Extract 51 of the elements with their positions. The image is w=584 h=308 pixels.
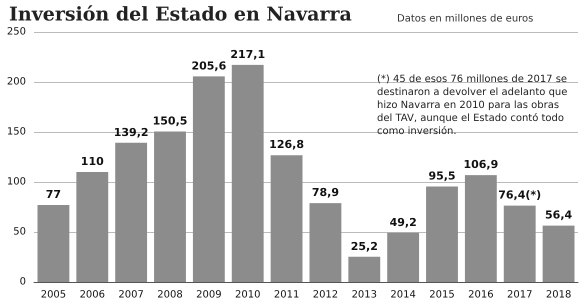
bar xyxy=(348,256,380,282)
bar xyxy=(504,206,536,282)
x-tick-label: 2011 xyxy=(274,290,300,300)
x-tick-label: 2005 xyxy=(40,290,66,300)
x-tick-label: 2016 xyxy=(468,290,494,300)
chart-subtitle: Datos en millones de euros xyxy=(397,14,534,24)
y-tick-label: 150 xyxy=(6,126,26,138)
x-tick-label: 2013 xyxy=(352,290,378,300)
data-label: 25,2 xyxy=(350,240,378,253)
data-label: 150,5 xyxy=(152,114,188,128)
data-label: 49,2 xyxy=(390,216,417,229)
x-tick-label: 2007 xyxy=(118,290,144,300)
data-label: 78,9 xyxy=(312,186,339,200)
y-tick-label: 200 xyxy=(6,76,26,88)
data-label: 205,6 xyxy=(191,59,227,72)
x-tick-label: 2010 xyxy=(234,290,260,300)
y-tick-label: 0 xyxy=(20,276,26,288)
annotation: (*) 45 de esos 76 millones de 2017 se destinaron a devolver el adelanto que hizo Navarra en 2010 para las obras del TAV, aunque el Estado contó todo como inversión. xyxy=(377,74,571,137)
bar xyxy=(232,64,264,282)
bar xyxy=(76,172,108,282)
data-label: 217,1 xyxy=(230,48,266,61)
bar xyxy=(115,142,148,282)
y-tick-label: 100 xyxy=(6,176,26,188)
data-label: 126,8 xyxy=(269,138,304,152)
bar xyxy=(37,205,70,282)
bar xyxy=(154,132,186,282)
data-label: 77 xyxy=(46,188,62,201)
chart-title: Inversión del Estado en Navarra xyxy=(9,4,352,26)
bar xyxy=(542,226,575,282)
data-label: 56,4 xyxy=(545,208,572,222)
x-tick-label: 2012 xyxy=(312,290,338,300)
data-label: 76,4(*) xyxy=(498,188,542,202)
data-label: 106,9 xyxy=(463,158,498,172)
x-tick-label: 2009 xyxy=(196,290,222,300)
bar xyxy=(192,76,225,282)
x-tick-label: 2017 xyxy=(506,290,532,300)
x-tick-label: 2006 xyxy=(80,290,106,300)
bar xyxy=(464,175,497,282)
data-label: 139,2 xyxy=(114,126,149,139)
y-tick-label: 50 xyxy=(13,226,26,238)
y-tick-label: 250 xyxy=(6,26,26,38)
x-tick-label: 2014 xyxy=(390,290,416,300)
bar xyxy=(270,155,303,282)
bar xyxy=(387,232,420,282)
data-label: 110 xyxy=(80,155,104,168)
x-tick-label: 2015 xyxy=(429,290,455,300)
data-label: 95,5 xyxy=(428,170,456,182)
bar xyxy=(309,203,342,282)
x-tick-label: 2008 xyxy=(157,290,183,300)
bar xyxy=(426,186,458,282)
x-tick-label: 2018 xyxy=(546,290,572,300)
